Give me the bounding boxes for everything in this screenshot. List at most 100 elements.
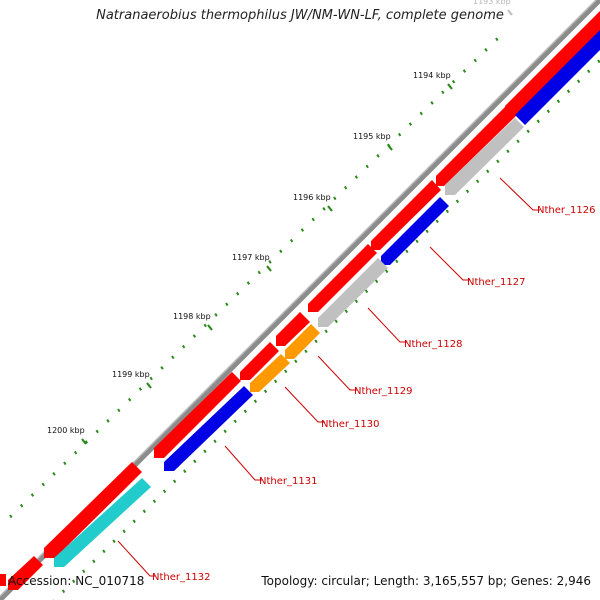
inner-tick: [576, 79, 581, 84]
outer-tick: [419, 111, 423, 116]
gene-nther-1127[interactable]: [381, 197, 449, 265]
inner-tick: [183, 469, 187, 474]
gene-nther-1132[interactable]: [54, 478, 151, 567]
outer-tick: [333, 196, 337, 201]
inner-tick: [385, 269, 389, 274]
kbp-tick: [507, 9, 513, 16]
outer-tick: [246, 281, 251, 285]
outer-tick: [235, 291, 240, 296]
forward-gene[interactable]: [505, 11, 600, 116]
inner-tick: [364, 289, 369, 294]
outer-tick-marks: [9, 37, 499, 519]
map-title: Natranaerobius thermophilus JW/NM-WN-LF,…: [96, 8, 504, 23]
inner-tick: [102, 549, 106, 554]
kbp-label: 1195 kbp: [353, 132, 391, 141]
outer-tick: [430, 101, 434, 105]
kbp-label: 1196 kbp: [293, 193, 331, 202]
outer-tick: [343, 185, 348, 190]
inner-tick: [243, 409, 247, 414]
inner-tick: [516, 139, 520, 144]
inner-tick: [475, 179, 480, 184]
gene-label-nther-1131[interactable]: Nther_1131: [259, 476, 317, 487]
leader-nther-1126: [499, 177, 540, 211]
outer-tick: [127, 397, 132, 402]
gene-label-nther-1132[interactable]: Nther_1132: [152, 572, 210, 583]
inner-tick: [526, 129, 530, 134]
kbp-tick: [207, 324, 213, 331]
outer-tick: [441, 90, 445, 95]
outer-tick: [19, 503, 24, 508]
outer-tick: [106, 419, 110, 423]
inner-tick: [374, 279, 379, 284]
inner-tick: [344, 309, 348, 314]
kbp-marker: 1197 kbp: [232, 253, 272, 272]
inner-tick: [597, 59, 600, 64]
inner-tick: [486, 169, 490, 174]
gene-label-nther-1129[interactable]: Nther_1129: [354, 386, 412, 397]
legend-swatch-red: [0, 574, 6, 586]
inner-tick: [465, 189, 470, 194]
inner-tick: [506, 149, 510, 154]
outer-tick: [160, 366, 164, 370]
forward-strand-genes: [8, 11, 600, 590]
gene-nther-1129[interactable]: [285, 324, 320, 359]
kbp-tick: [387, 144, 393, 151]
kbp-marker: 1195 kbp: [353, 132, 393, 151]
inner-tick: [122, 529, 126, 534]
inner-tick: [273, 379, 278, 384]
forward-gene[interactable]: [240, 342, 279, 380]
forward-gene[interactable]: [154, 372, 241, 458]
kbp-tick: [447, 83, 453, 90]
forward-gene[interactable]: [276, 312, 310, 346]
forward-gene[interactable]: [371, 180, 441, 250]
outer-tick: [462, 69, 467, 73]
inner-tick: [92, 559, 96, 564]
outer-tick: [397, 132, 402, 137]
forward-gene[interactable]: [436, 106, 516, 186]
outer-tick: [408, 122, 413, 126]
gene-label-nther-1128[interactable]: Nther_1128: [404, 339, 462, 350]
outer-tick: [203, 323, 207, 328]
outer-tick: [225, 302, 229, 307]
gene-nther-1131[interactable]: [164, 386, 253, 471]
inner-tick: [172, 479, 177, 484]
forward-gene[interactable]: [308, 244, 377, 312]
gene-nther-1130[interactable]: [250, 354, 290, 392]
outer-tick: [495, 37, 499, 42]
inner-tick: [546, 109, 550, 114]
inner-tick: [213, 439, 217, 444]
outer-tick: [268, 260, 272, 264]
gene-blue-top[interactable]: [515, 30, 600, 125]
outer-tick: [279, 249, 283, 254]
outer-tick: [52, 472, 56, 476]
kbp-tick: [81, 438, 87, 445]
outer-tick: [84, 440, 89, 444]
inner-tick-marks: [52, 59, 600, 600]
inner-tick: [193, 459, 197, 464]
kbp-label: 1197 kbp: [232, 253, 270, 262]
forward-gene[interactable]: [8, 556, 43, 590]
inner-tick: [132, 519, 136, 524]
kbp-marker: 1194 kbp: [413, 71, 453, 90]
gene-nther-1126[interactable]: [445, 118, 524, 195]
kbp-marker: 1199 kbp: [112, 370, 152, 389]
gene-label-leaders: [117, 177, 540, 577]
gene-label-nther-1130[interactable]: Nther_1130: [321, 419, 379, 430]
kbp-label: 1199 kbp: [112, 370, 150, 379]
outer-tick: [484, 48, 488, 52]
inner-tick: [61, 589, 66, 594]
inner-tick: [415, 239, 419, 244]
inner-tick: [253, 399, 258, 404]
genome-summary-text: Topology: circular; Length: 3,165,557 bp…: [261, 574, 591, 588]
inner-tick: [223, 429, 227, 434]
inner-tick: [233, 419, 237, 424]
outer-tick: [95, 429, 99, 434]
gene-label-nther-1126[interactable]: Nther_1126: [537, 205, 595, 216]
gene-nther-1128[interactable]: [318, 258, 388, 327]
gene-label-nther-1127[interactable]: Nther_1127: [467, 277, 525, 288]
forward-gene[interactable]: [44, 462, 142, 558]
outer-tick: [473, 58, 477, 63]
inner-tick: [556, 99, 561, 104]
outer-tick: [73, 450, 78, 455]
inner-tick: [405, 249, 409, 254]
